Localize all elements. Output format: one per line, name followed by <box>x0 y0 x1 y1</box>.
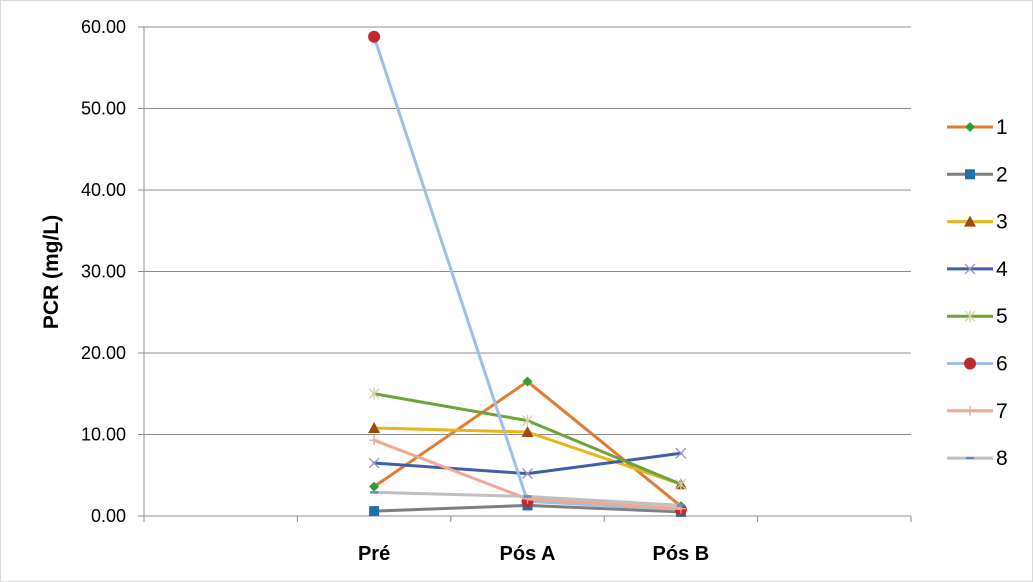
data-point <box>368 457 380 469</box>
data-point <box>675 478 687 491</box>
x-tick-label: Pós B <box>653 543 710 565</box>
legend-marker <box>966 456 974 460</box>
legend-item-7: 7 <box>947 400 1008 423</box>
legend-label: 3 <box>996 211 1008 234</box>
x-tick-label: Pós A <box>500 543 556 565</box>
series-6 <box>368 30 687 516</box>
y-tick-label: 30.00 <box>81 262 126 282</box>
legend-label: 6 <box>996 353 1008 376</box>
legend: 1 2 3 4 5 6 7 8 <box>947 116 1008 470</box>
legend-marker <box>964 357 976 370</box>
data-point <box>521 426 534 438</box>
axes <box>138 26 912 522</box>
data-point <box>368 421 381 433</box>
data-point <box>369 435 380 446</box>
y-tick-label: 20.00 <box>81 343 126 363</box>
legend-marker <box>964 215 976 227</box>
legend-label: 1 <box>996 116 1008 139</box>
legend-item-8: 8 <box>947 447 1008 470</box>
data-point <box>522 414 533 427</box>
legend-item-4: 4 <box>947 258 1008 281</box>
marker-stroke <box>964 263 976 275</box>
data-point <box>370 491 379 494</box>
data-point <box>368 387 380 400</box>
legend-item-1: 1 <box>947 116 1008 139</box>
y-axis-title: PCR (mg/L) <box>40 215 63 329</box>
series-7 <box>369 435 686 514</box>
data-point <box>522 376 533 387</box>
legend-item-5: 5 <box>947 305 1008 328</box>
y-tick-label: 60.00 <box>81 17 126 37</box>
data-point <box>369 506 380 517</box>
series-5 <box>368 387 687 491</box>
series-line <box>372 380 683 508</box>
legend-label: 5 <box>996 305 1008 328</box>
y-tick-labels: 0.00 10.00 20.00 30.00 40.00 50.00 60.00 <box>81 17 126 526</box>
legend-marker <box>965 405 975 416</box>
legend-item-6: 6 <box>947 353 1008 376</box>
y-tick-label: 0.00 <box>91 506 126 526</box>
marker-stroke <box>368 457 380 469</box>
legend-marker <box>965 122 975 132</box>
legend-item-3: 3 <box>947 211 1008 234</box>
x-tick-labels: Pré Pós A Pós B <box>358 543 709 565</box>
legend-label: 7 <box>996 400 1008 423</box>
data-point <box>368 30 381 43</box>
series-4 <box>368 447 687 480</box>
gridlines <box>144 26 911 435</box>
marker-stroke <box>522 468 533 480</box>
y-tick-label: 10.00 <box>81 425 126 445</box>
legend-label: 4 <box>996 258 1008 281</box>
y-tick-label: 50.00 <box>81 99 126 119</box>
data-point <box>522 468 533 480</box>
legend-item-2: 2 <box>947 163 1008 186</box>
data-point <box>523 495 532 498</box>
legend-label: 8 <box>996 447 1008 470</box>
legend-label: 2 <box>996 163 1008 186</box>
data-point <box>675 447 687 459</box>
legend-marker <box>965 169 975 180</box>
y-tick-label: 40.00 <box>81 180 126 200</box>
marker-stroke <box>675 447 687 459</box>
series-8 <box>370 490 685 507</box>
data-point <box>369 481 380 492</box>
series-lines <box>368 30 687 517</box>
legend-marker <box>964 263 976 275</box>
series-line <box>372 35 683 511</box>
legend-marker <box>964 310 976 323</box>
x-tick-label: Pré <box>358 543 390 565</box>
series-1 <box>369 376 686 512</box>
data-point <box>676 504 685 507</box>
